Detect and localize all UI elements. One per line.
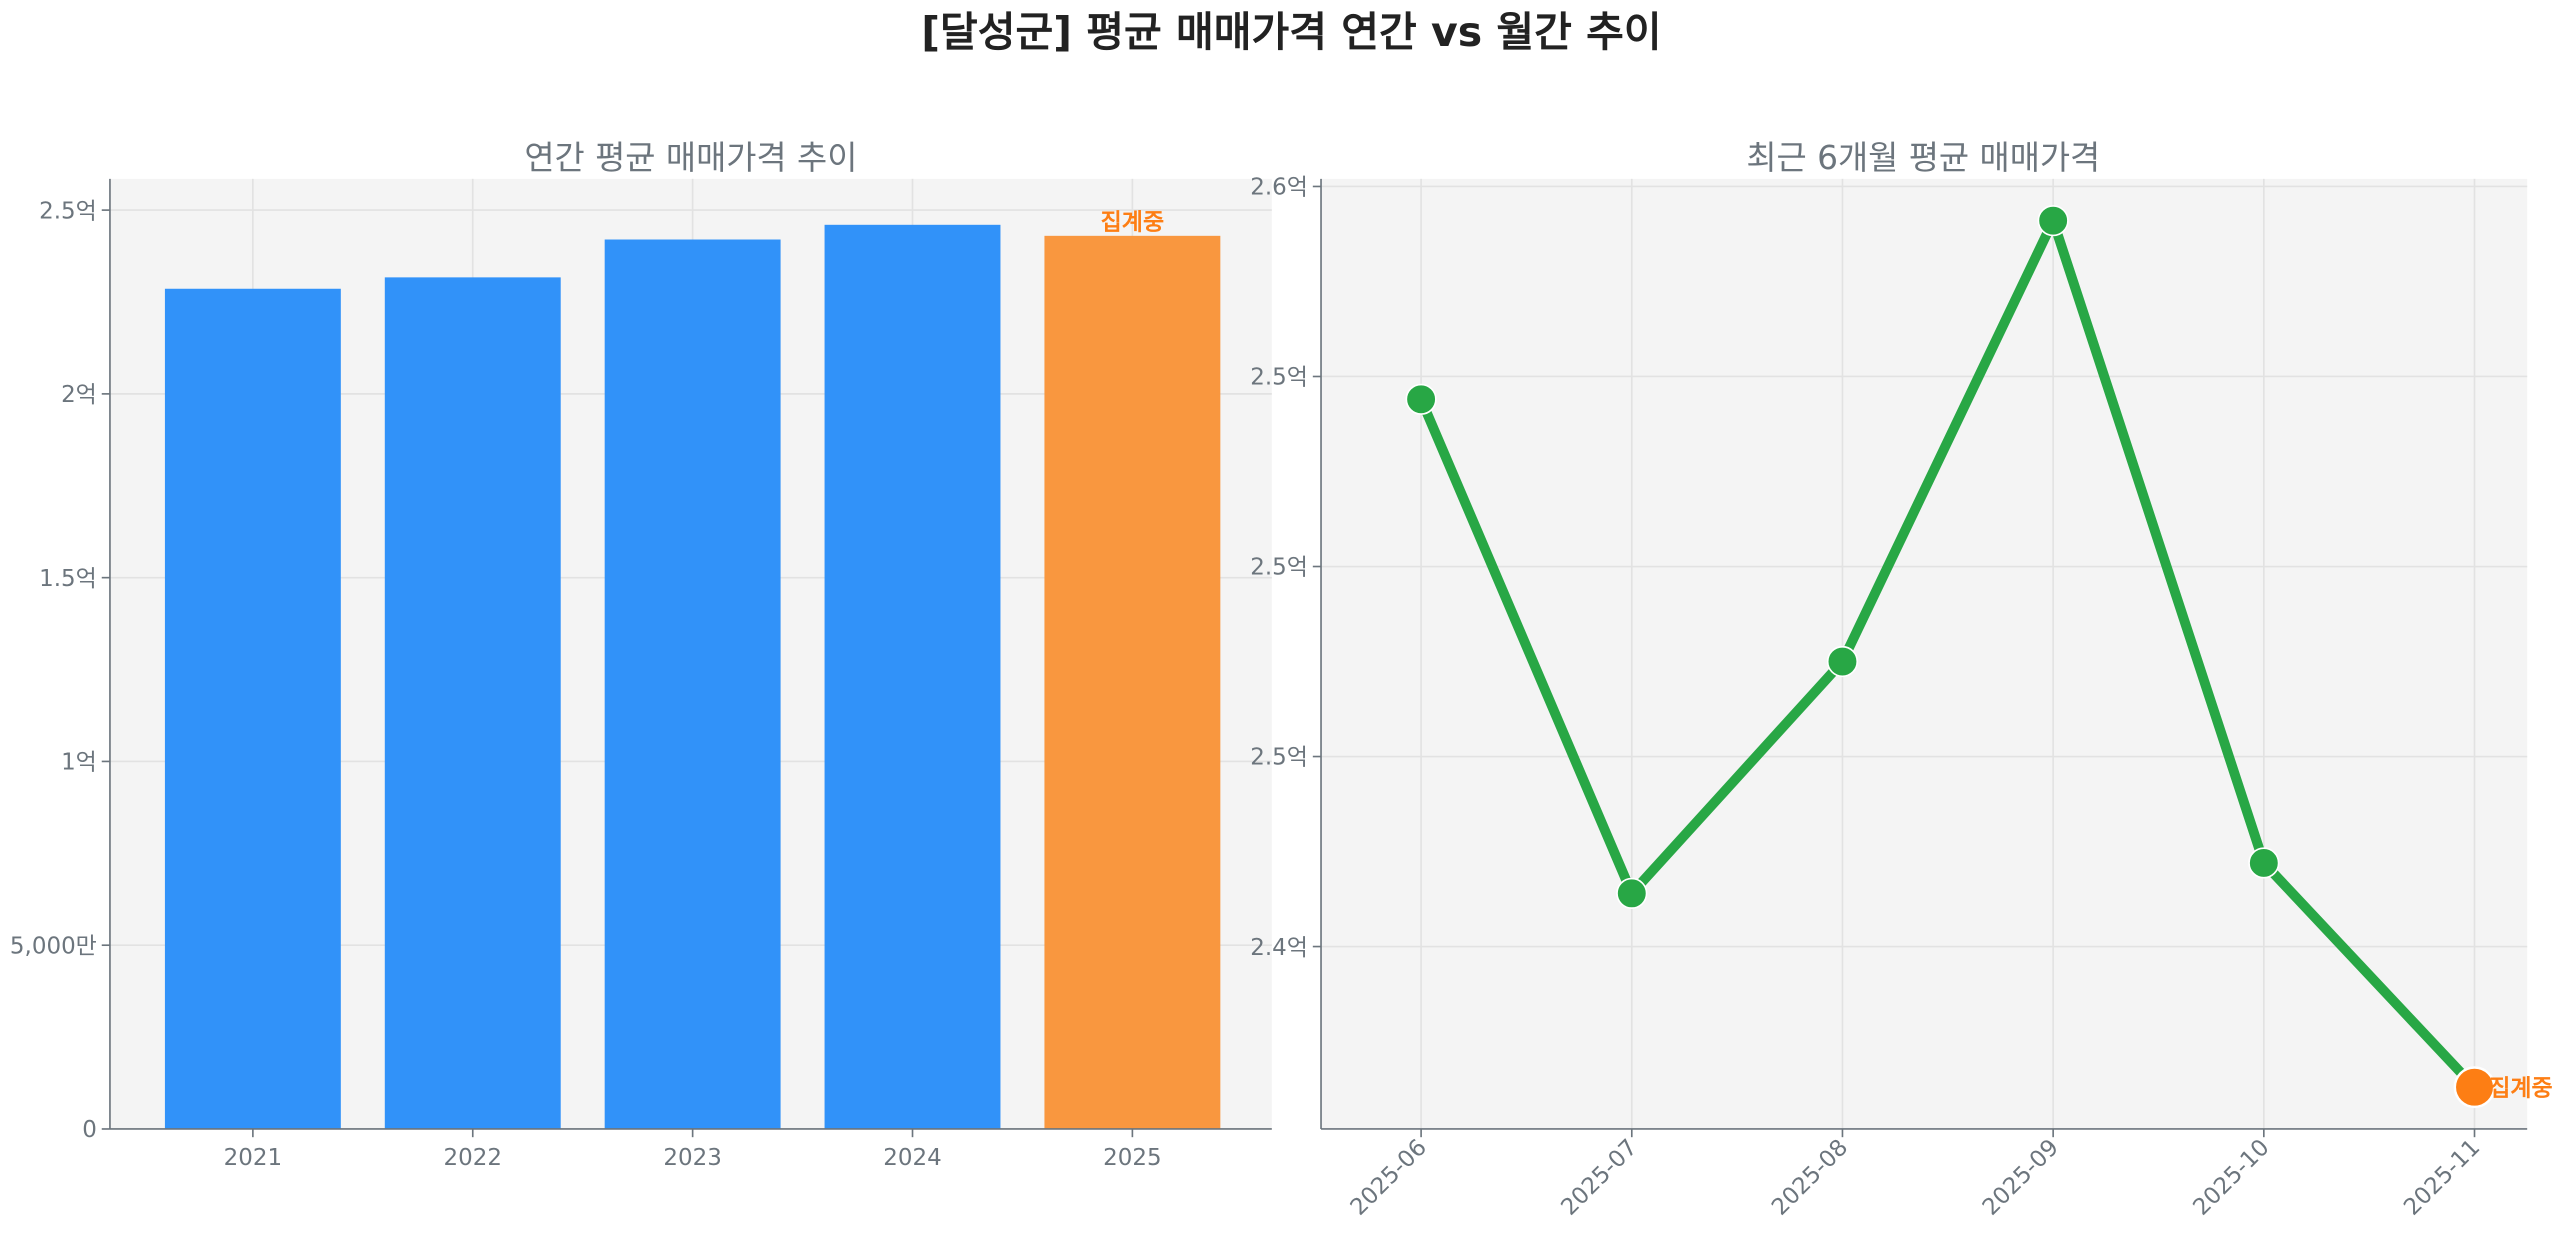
line-point-2025-07 bbox=[1616, 877, 1648, 909]
monthly-price-line bbox=[1416, 215, 2479, 1091]
line-point-2025-08 bbox=[1826, 645, 1859, 678]
bar-2025 bbox=[1044, 235, 1221, 1129]
line-point-2025-06 bbox=[1405, 383, 1437, 415]
line-chart-y-tick-label: 2.5억 bbox=[1250, 365, 1308, 391]
bar-2023 bbox=[604, 239, 781, 1129]
figure-title: [달성군] 평균 매매가격 연간 vs 월간 추이 bbox=[921, 8, 1661, 56]
line-chart-x-tick-label: 2025-06 bbox=[1346, 1135, 1432, 1221]
line-chart-x-tick-label: 2025-11 bbox=[2399, 1135, 2485, 1221]
monthly-line-chart: 집계중 2.4억 2.5억 2.5억 2.5억 2.6억 2025-06 2025-07 20… bbox=[1250, 139, 2552, 1221]
line-chart-y-tick-label: 2.4억 bbox=[1250, 935, 1308, 961]
line-point-2025-10 bbox=[2248, 847, 2280, 879]
line-annotation-label: 집계중 bbox=[2489, 1075, 2552, 1101]
bar-chart-x-tick-label: 2022 bbox=[444, 1145, 502, 1171]
line-chart-x-tick-label: 2025-10 bbox=[2188, 1135, 2274, 1221]
bar-2022 bbox=[384, 277, 561, 1129]
bar-chart-x-tick-label: 2023 bbox=[663, 1145, 721, 1171]
bar-chart-y-tick-label: 5,000만 bbox=[10, 933, 97, 959]
annual-bar-chart: 집계중 0 5,000만 1억 1.5억 2억 2.5억 2021 2022 2023 2024 2… bbox=[10, 139, 1272, 1171]
line-chart-title: 최근 6개월 평균 매매가격 bbox=[1746, 139, 2100, 177]
bar-annotation-label: 집계중 bbox=[1101, 209, 1164, 235]
line-chart-x-tick-label: 2025-07 bbox=[1556, 1135, 1642, 1221]
line-chart-plot-area bbox=[1321, 178, 2528, 1129]
line-chart-y-tick-label: 2.6억 bbox=[1250, 175, 1308, 201]
line-chart-y-tick-label: 2.5억 bbox=[1250, 555, 1308, 581]
bar-chart-x-tick-label: 2025 bbox=[1103, 1145, 1161, 1171]
line-point-2025-11 bbox=[2453, 1066, 2496, 1109]
bar-2021 bbox=[164, 288, 341, 1129]
line-chart-x-tick-label: 2025-09 bbox=[1978, 1135, 2064, 1221]
line-chart-x-tick-label: 2025-08 bbox=[1767, 1135, 1853, 1221]
bar-2024 bbox=[824, 224, 1001, 1129]
bar-chart-title: 연간 평균 매매가격 추이 bbox=[524, 139, 857, 177]
line-point-2025-09 bbox=[2037, 205, 2069, 237]
line-chart-y-tick-label: 2.5억 bbox=[1250, 745, 1308, 771]
bar-chart-y-tick-label: 2억 bbox=[61, 382, 97, 408]
bar-chart-y-tick-label: 1억 bbox=[61, 750, 97, 776]
bar-chart-y-tick-label: 0 bbox=[82, 1117, 97, 1143]
bar-chart-y-tick-label: 1.5억 bbox=[39, 566, 97, 592]
bar-chart-x-tick-label: 2024 bbox=[883, 1145, 941, 1171]
bar-chart-y-tick-label: 2.5억 bbox=[39, 198, 97, 224]
bar-chart-x-tick-label: 2021 bbox=[224, 1145, 282, 1171]
